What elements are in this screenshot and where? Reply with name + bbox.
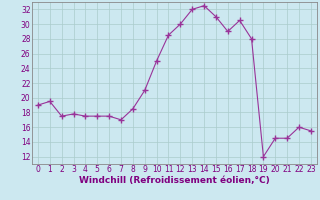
X-axis label: Windchill (Refroidissement éolien,°C): Windchill (Refroidissement éolien,°C) (79, 176, 270, 185)
